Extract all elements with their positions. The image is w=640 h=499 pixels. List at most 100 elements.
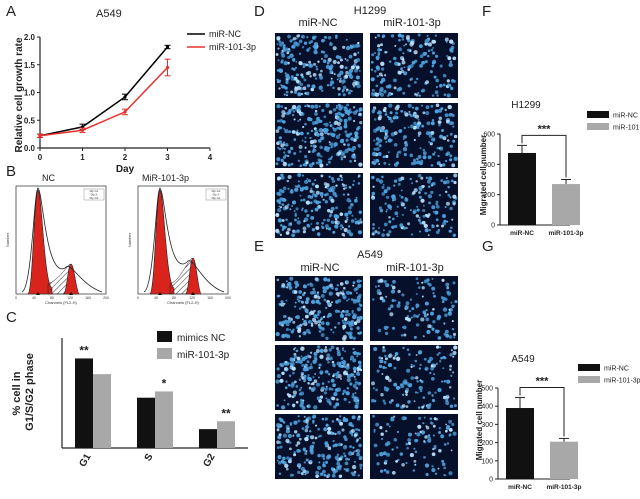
chart-f-ytick-label: 600 — [483, 132, 495, 139]
micro-d-r1-c1-cell — [422, 151, 427, 156]
micro-e-r1-c0-cell — [291, 395, 295, 399]
micro-d-r0-c1-cell — [410, 40, 415, 46]
micro-e-r0-c1-cell — [383, 279, 387, 284]
micro-e-r0-c0-cell — [295, 315, 298, 319]
micro-e-r2-c0-cell — [351, 434, 354, 437]
micro-d-r2-c0-cell — [340, 176, 343, 179]
micro-d-r2-c1-cell — [423, 223, 428, 228]
micro-e-r1-c0-cell — [317, 376, 320, 379]
micro-e-r2-c0-cell — [295, 444, 298, 447]
micro-e-r2-c1-cell — [373, 430, 376, 433]
micro-d-r2-c0-cell — [332, 230, 336, 234]
micro-e-r2-c1-cell — [401, 463, 405, 467]
growth-line-chart: A549 Relative cell growth rate Day miR-N… — [14, 8, 256, 175]
micro-e-r2-c1-cell — [438, 427, 441, 430]
micro-e-r1-c0-cell — [279, 378, 284, 383]
micro-e-r0-c0-cell — [293, 290, 298, 294]
micro-e-r1-c1-cell — [380, 392, 384, 397]
micro-e-r2-c0-cell — [309, 445, 314, 450]
histo-nc-legend-box — [83, 188, 105, 201]
micro-e-r2-c0-cell — [318, 461, 321, 464]
micro-d-r2-c0-cell — [302, 226, 307, 231]
micro-d-r2-c0-cell — [278, 202, 282, 205]
micro-e-r2-c1-cell — [385, 429, 388, 433]
micro-d-r0-c1-cell — [431, 39, 436, 44]
micro-d-r2-c1-cell — [404, 197, 409, 202]
micro-d-r0-c1-cell — [394, 61, 399, 66]
micro-e-r1-c0-cell — [348, 401, 351, 404]
micro-d-r0-c1-cell — [427, 54, 430, 58]
micro-d-r1-c0-cell — [304, 105, 307, 108]
micro-d-r1-c0-cell — [277, 126, 282, 130]
micro-e-r2-c1-cell — [441, 462, 446, 467]
micro-d-r2-c1-cell — [388, 220, 392, 224]
micro-e-r1-c1-cell — [388, 378, 392, 383]
micro-e-r2-c0-cell — [287, 459, 292, 464]
micro-e-r0-c0-cell — [312, 290, 317, 295]
histo-nc-legend-line: Dip G1 — [90, 189, 99, 193]
micro-d-r1-c0-cell — [276, 119, 280, 123]
micro-d-r1-c0-cell — [353, 155, 357, 159]
micro-e-r1-c0-cell — [349, 382, 353, 386]
micro-e-r2-c0-cell — [322, 463, 326, 467]
micro-e-r0-c0-cell — [342, 327, 345, 330]
micro-e-r2-c0-cell — [306, 423, 309, 425]
micro-d-r0-c1-cell — [373, 52, 377, 55]
micro-e-r1-c0-cell — [321, 382, 325, 385]
micro-d-r1-c0-cell — [297, 159, 301, 162]
micro-d-r1-c0-cell — [297, 119, 300, 123]
micro-d-r2-c0-cell — [335, 184, 338, 187]
micro-d-r0-c0-cell — [349, 45, 354, 49]
chart-a-series-line-0 — [39, 46, 169, 137]
micro-d-r2-c0-cell — [277, 218, 283, 223]
micro-d-r1-c0-cell — [356, 127, 360, 131]
micro-d-r1-c0-cell — [335, 135, 340, 139]
histo-nc-g1-peak — [27, 189, 53, 295]
micro-e-r1-c0-cell — [309, 365, 313, 370]
micro-e-r2-c0-cell — [306, 434, 309, 438]
micro-e-r1-c0-cell — [353, 370, 357, 373]
micro-d-r0-c0-cell — [339, 77, 342, 80]
micro-d-r0-c0-cell — [320, 69, 323, 73]
micro-d-r1-c1-cell — [403, 126, 407, 130]
micro-e-r1-c0-cell — [343, 365, 346, 369]
micro-d-r1-c1-cell — [438, 116, 443, 121]
micro-d-r2-c1-cell — [416, 208, 420, 212]
micro-d-r1-c1-cell — [422, 155, 427, 160]
micro-d-r2-c1-cell — [418, 195, 422, 199]
micro-e-r1-c1-cell — [415, 376, 419, 380]
micro-e-r2-c0-cell — [288, 441, 292, 444]
micro-e-r0-c0-cell — [301, 322, 305, 326]
micro-d-r1-c1-cell — [437, 120, 442, 125]
micro-d-r1-c0-cell — [278, 136, 282, 140]
micro-d-r0-c0-cell — [337, 87, 341, 91]
micro-d-r1-c1-cell — [384, 130, 387, 133]
micro-d-r1-c1-cell — [399, 129, 403, 133]
micro-d-r0-c0-cell — [355, 75, 360, 80]
micro-d-r2-c1-cell — [417, 218, 421, 222]
micro-e-r0-c1-cell — [415, 303, 420, 308]
micro-d-r1-c1-cell — [425, 131, 430, 136]
micro-d-r1-c0-cell — [342, 138, 345, 141]
micro-d-r0-c0-cell — [277, 59, 280, 62]
micro-d-r2-c0-cell — [347, 210, 352, 215]
chart-c-category-label: S — [143, 452, 156, 464]
micro-d-r0-c1-cell — [374, 92, 380, 97]
micro-d-r0-c1-cell — [449, 60, 453, 64]
micro-d-r0-c0-cell — [330, 77, 333, 80]
micro-d-r0-c1-cell — [377, 48, 381, 52]
micro-e-r0-c1-cell — [377, 328, 382, 333]
chart-a-ylabel: Relative cell growth rate — [14, 37, 25, 152]
micro-e-r0-c0-cell — [310, 322, 314, 325]
chart-a-xtick-label: 3 — [165, 153, 170, 162]
micro-d-r1-c0-cell — [345, 133, 350, 138]
micro-e-r2-c0-cell — [293, 453, 297, 457]
micro-d-r1-c1-cell — [407, 103, 412, 108]
micro-e-r1-c0-cell — [340, 377, 343, 380]
micro-e-r0-c0-cell — [323, 277, 328, 282]
micro-d-r0-c0-cell — [337, 92, 341, 96]
micro-d-r0-c0-cell — [303, 41, 308, 45]
micro-e-r1-c0-cell — [323, 348, 328, 353]
micro-e-r2-c0-cell — [286, 456, 290, 460]
micro-d-r2-c0-cell — [340, 178, 343, 182]
